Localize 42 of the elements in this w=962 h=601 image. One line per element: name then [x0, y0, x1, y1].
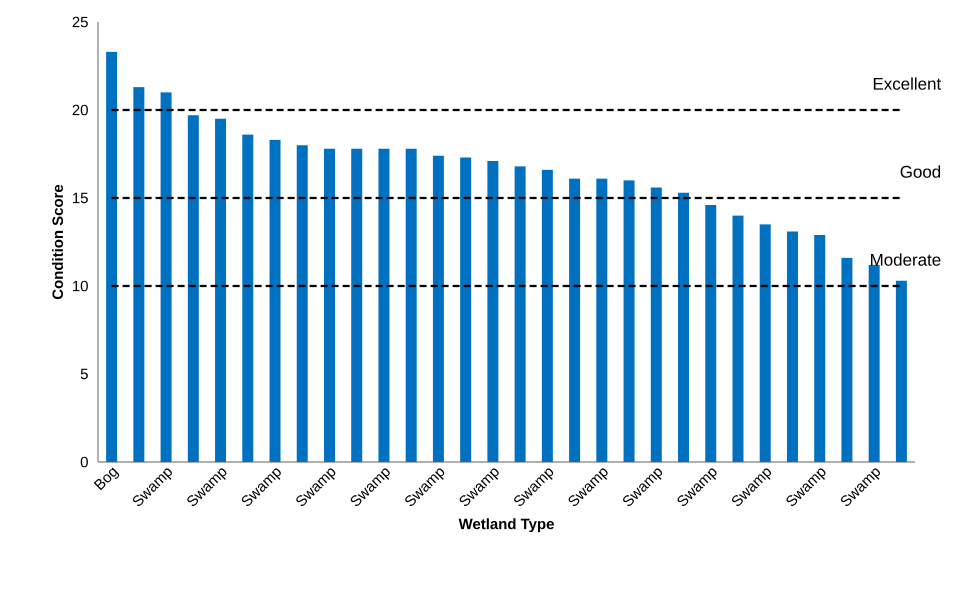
y-tick-label: 15	[73, 192, 88, 204]
bar	[324, 148, 335, 462]
y-tick-label: 0	[80, 456, 88, 468]
bar	[215, 118, 226, 462]
y-tick-label: 20	[72, 104, 88, 116]
bar	[732, 216, 744, 462]
bar	[460, 158, 472, 462]
bar	[814, 234, 826, 462]
bar	[432, 156, 444, 462]
bar	[569, 178, 580, 462]
bar	[133, 87, 144, 462]
bar	[514, 166, 526, 462]
bar	[188, 115, 199, 462]
bar	[351, 148, 362, 462]
bar	[841, 258, 852, 462]
bar	[624, 180, 635, 462]
bar	[378, 148, 390, 462]
ref-line-label: Moderate	[871, 253, 940, 266]
x-axis-title: Wetland Type	[458, 518, 554, 532]
bar	[786, 231, 798, 462]
y-tick-label: 25	[72, 16, 88, 28]
bar	[270, 140, 281, 462]
y-tick-label: 5	[80, 368, 88, 380]
bar	[406, 148, 417, 462]
bar	[542, 170, 553, 462]
bar	[868, 264, 880, 462]
bar	[106, 52, 118, 462]
bar	[678, 192, 690, 462]
bar	[242, 134, 254, 462]
bar	[487, 161, 498, 462]
bar	[596, 178, 608, 462]
x-tick-label: Bog	[94, 467, 120, 490]
bar	[650, 187, 662, 462]
bar	[160, 92, 172, 462]
ref-line-label: Good	[900, 165, 940, 178]
ref-line-label: Excellent	[874, 77, 942, 90]
bar	[896, 280, 907, 462]
bar	[296, 145, 308, 462]
bar	[760, 224, 771, 462]
bar	[705, 205, 716, 462]
y-axis-title: Condition Score	[52, 184, 64, 300]
y-tick-label: 10	[73, 280, 88, 292]
